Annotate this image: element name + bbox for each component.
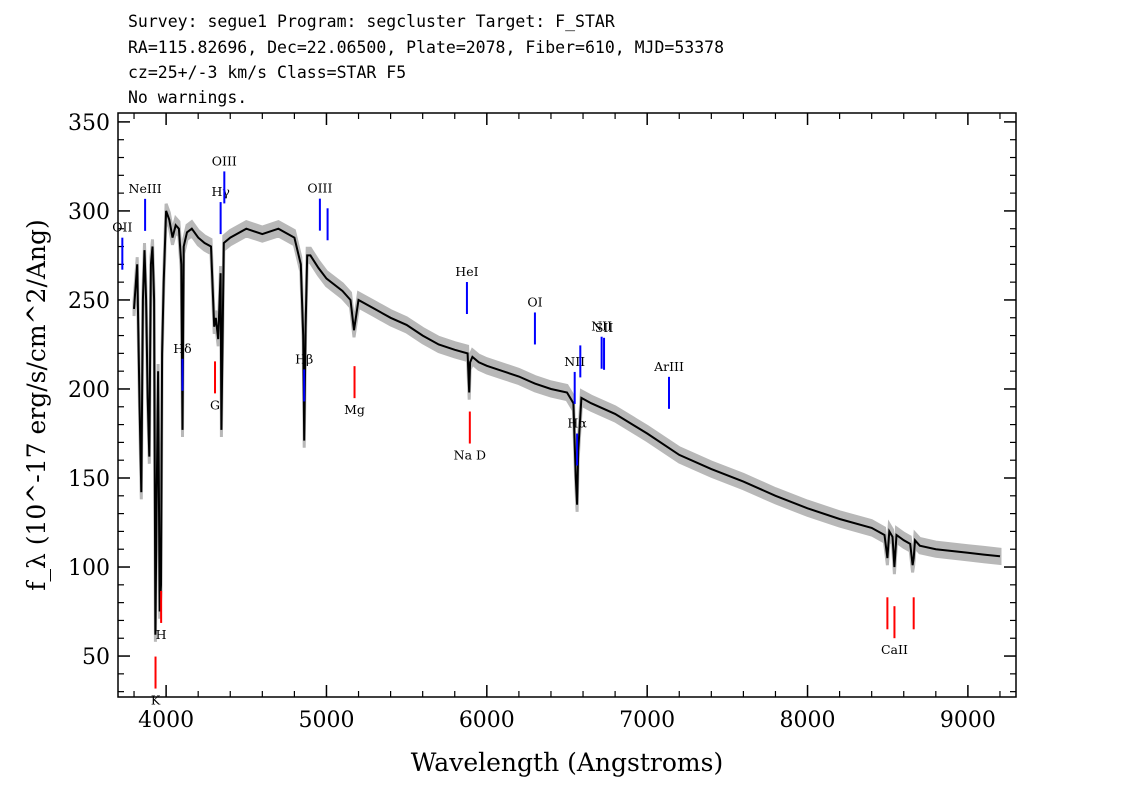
emission-line-label: OI — [527, 294, 542, 309]
y-tick-label: 250 — [68, 289, 110, 314]
header-coordinates-line: RA=115.82696, Dec=22.06500, Plate=2078, … — [128, 38, 725, 57]
x-tick-label: 4000 — [138, 708, 194, 733]
y-tick-label: 150 — [68, 467, 110, 492]
emission-line-label: NeIII — [129, 181, 162, 196]
x-tick-label: 6000 — [459, 708, 515, 733]
emission-line-label: OII — [112, 220, 132, 235]
emission-line-label: HeI — [455, 264, 478, 279]
absorption-line-label: CaII — [881, 642, 908, 657]
y-tick-label: 50 — [82, 645, 110, 670]
x-tick-label: 9000 — [940, 708, 996, 733]
emission-line-label: OIII — [307, 181, 332, 196]
y-axis-title: f_λ (10^-17 erg/s/cm^2/Ang) — [22, 219, 51, 591]
x-tick-label: 5000 — [298, 708, 354, 733]
plot-frame — [117, 112, 1017, 698]
x-axis-title: Wavelength (Angstroms) — [411, 748, 723, 777]
absorption-line-label: H — [156, 627, 167, 642]
y-tick-label: 100 — [68, 556, 110, 581]
absorption-line-label: G — [210, 397, 220, 412]
emission-line-label: NII — [591, 319, 612, 334]
absorption-line-label: Na D — [454, 448, 486, 463]
emission-line-label: Hγ — [211, 184, 229, 199]
emission-line-label: SII — [595, 320, 614, 335]
spectrum-line — [133, 210, 1001, 635]
absorption-line-label: K — [151, 693, 161, 708]
header-redshift-line: cz=25+/-3 km/s Class=STAR F5 — [128, 63, 407, 82]
emission-line-label: OIII — [212, 153, 237, 168]
y-tick-label: 300 — [68, 200, 110, 225]
emission-line-label: ArIII — [653, 359, 684, 374]
x-tick-label: 7000 — [619, 708, 675, 733]
y-tick-label: 200 — [68, 378, 110, 403]
absorption-line-label: Mg — [344, 402, 365, 417]
x-tick-label: 8000 — [780, 708, 836, 733]
emission-line-label: Hα — [567, 416, 587, 431]
header-survey-line: Survey: segue1 Program: segcluster Targe… — [128, 12, 615, 31]
y-tick-label: 350 — [68, 111, 110, 136]
emission-line-label: Hβ — [295, 351, 313, 366]
emission-line-label: Hδ — [173, 341, 191, 356]
header-warnings-line: No warnings. — [128, 88, 248, 107]
emission-line-label: NII — [564, 354, 585, 369]
